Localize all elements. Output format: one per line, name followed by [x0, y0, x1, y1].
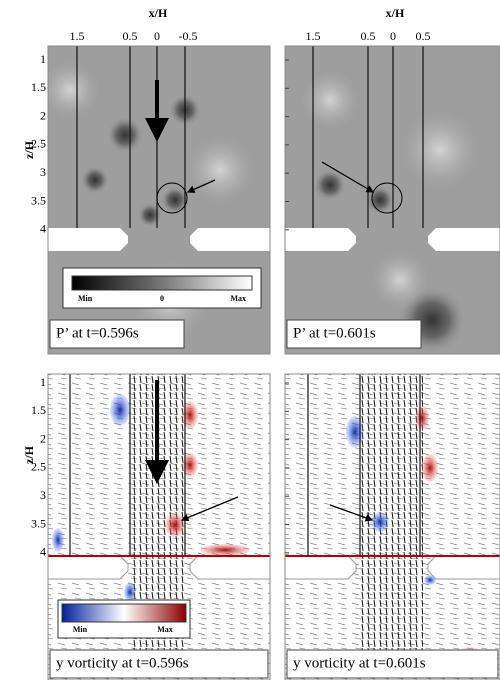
- contour-blob: [185, 135, 255, 205]
- legend-label: Min: [78, 294, 93, 303]
- vortex: [200, 544, 250, 556]
- z-tick-label: 1: [40, 375, 46, 389]
- contour-blob: [300, 70, 360, 130]
- z-axis-label: z/H: [22, 445, 36, 464]
- figure: P’ at t=0.596s11.522.533.54z/Hx/H1.50.50…: [0, 0, 500, 680]
- caption: y vorticity at t=0.596s: [56, 655, 189, 671]
- z-tick-label: 3.5: [31, 193, 46, 207]
- panel: y vorticity at t=0.601s: [285, 374, 500, 680]
- panel-body: [285, 374, 500, 680]
- panel: P’ at t=0.601s: [285, 46, 500, 354]
- legend-bar: [62, 604, 186, 622]
- caption: P’ at t=0.596s: [56, 325, 139, 341]
- z-tick-label: 2: [40, 108, 46, 122]
- x-tick-label: 0.5: [361, 29, 376, 43]
- x-tick-label: 0: [154, 29, 160, 43]
- contour-blob: [40, 60, 100, 120]
- vortex: [346, 416, 364, 448]
- x-tick-label: 1.5: [306, 29, 321, 43]
- vortex: [415, 406, 429, 430]
- legend-label: Max: [230, 294, 246, 303]
- z-tick-label: 3: [40, 488, 46, 502]
- z-tick-label: 1.5: [31, 80, 46, 94]
- vortex: [371, 512, 389, 532]
- z-tick-label: 1: [40, 52, 46, 66]
- contour-blob: [370, 250, 430, 310]
- z-tick-label: 3.5: [31, 516, 46, 530]
- z-tick-label: 1.5: [31, 403, 46, 417]
- z-axis-label: z/H: [22, 140, 36, 159]
- x-tick-label: 0.5: [123, 29, 138, 43]
- vortex: [165, 513, 185, 537]
- x-axis-label: x/H: [386, 6, 405, 20]
- legend-bar: [72, 276, 252, 290]
- vortex: [422, 454, 438, 482]
- contour-blob: [107, 117, 143, 153]
- z-tick-label: 4: [40, 545, 46, 559]
- z-tick-label: 4: [40, 222, 46, 236]
- z-tick-label: 2: [40, 431, 46, 445]
- vortex: [110, 394, 130, 426]
- vortex: [124, 582, 136, 602]
- x-tick-label: 1.5: [70, 29, 85, 43]
- legend-label: Max: [157, 625, 173, 634]
- z-tick-label: 3: [40, 165, 46, 179]
- x-tick-label: -0.5: [179, 29, 198, 43]
- legend-label: Min: [73, 625, 88, 634]
- panel-body: [285, 46, 500, 354]
- jet-vectors: [361, 374, 423, 674]
- legend-label: 0: [160, 294, 164, 303]
- x-tick-label: 0.5: [416, 29, 431, 43]
- caption: y vorticity at t=0.601s: [293, 655, 426, 671]
- contour-blob: [400, 110, 480, 190]
- vortex: [52, 528, 64, 552]
- contour-blob: [138, 203, 162, 227]
- caption: P’ at t=0.601s: [293, 325, 376, 341]
- x-tick-label: 0: [390, 29, 396, 43]
- x-axis-label: x/H: [149, 6, 168, 20]
- contour-blob: [81, 166, 109, 194]
